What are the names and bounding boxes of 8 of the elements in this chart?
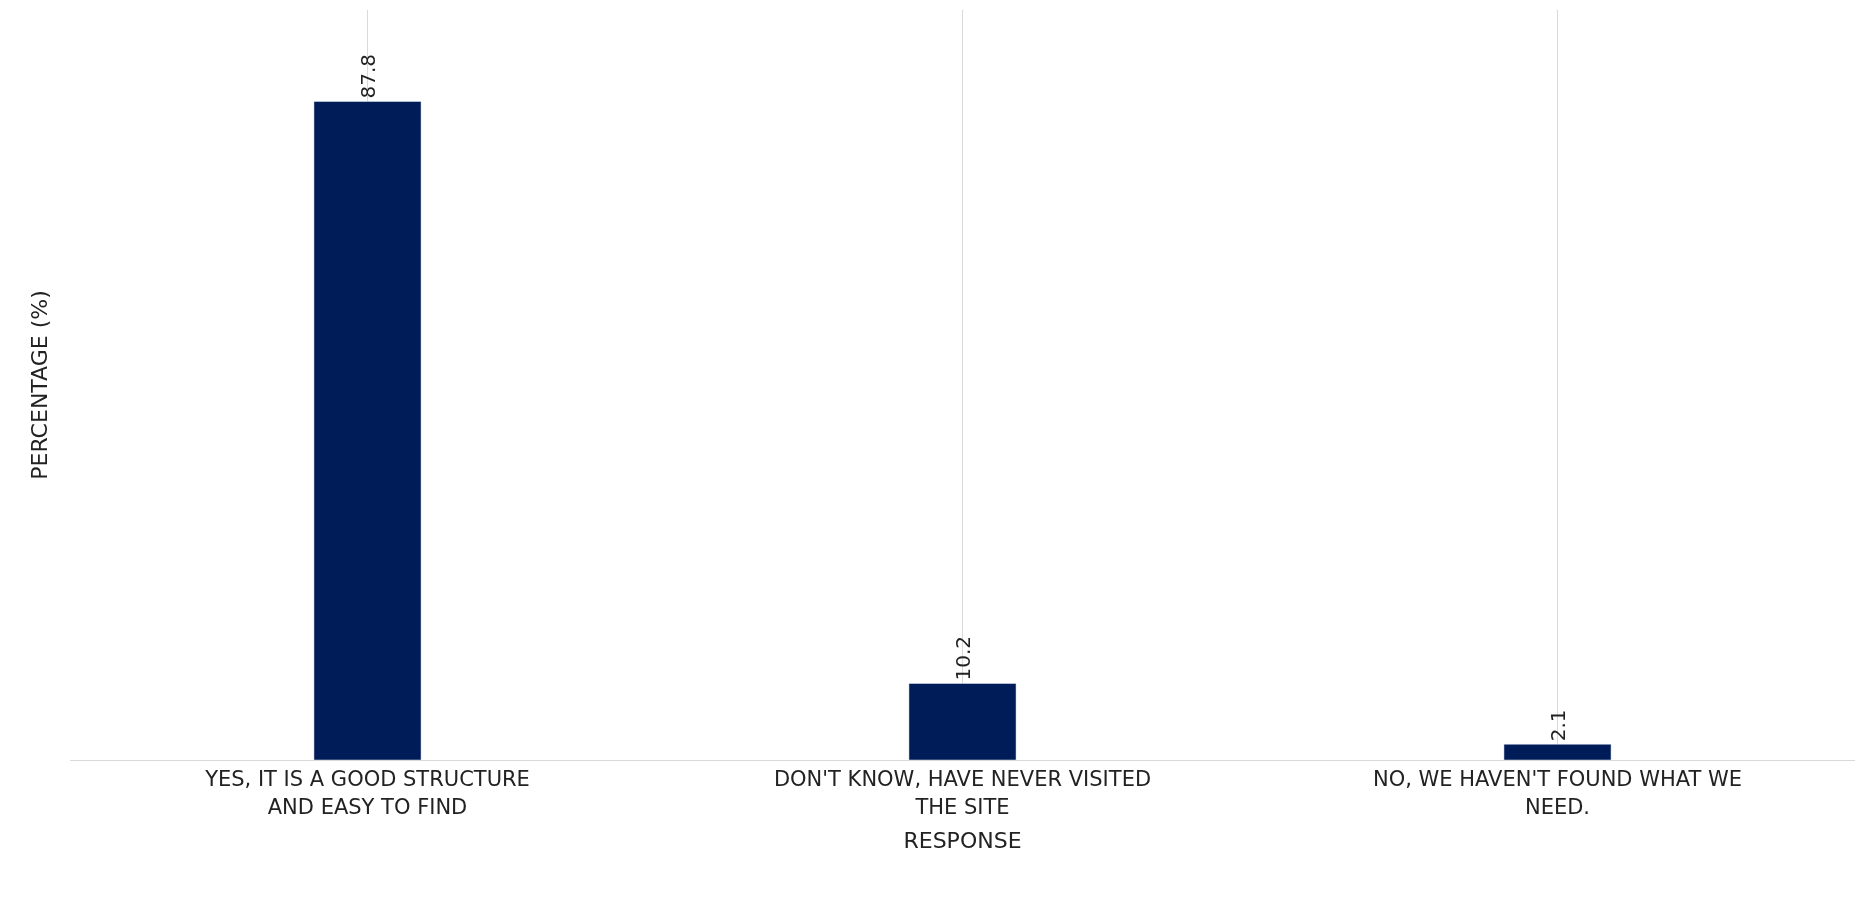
x-tick-label: DON'T KNOW, HAVE NEVER VISITED THE SITE xyxy=(773,767,1152,819)
data-label: 2.1 xyxy=(1545,709,1570,742)
data-label: 87.8 xyxy=(355,53,380,99)
x-tick-label: NO, WE HAVEN'T FOUND WHAT WE NEED. xyxy=(1372,767,1743,819)
data-label: 10.2 xyxy=(950,635,975,681)
x-axis-title: RESPONSE xyxy=(903,828,1022,854)
x-tick-label: YES, IT IS A GOOD STRUCTURE AND EASY TO FIND xyxy=(204,767,530,819)
y-axis-title: PERCENTAGE (%) xyxy=(26,290,52,480)
